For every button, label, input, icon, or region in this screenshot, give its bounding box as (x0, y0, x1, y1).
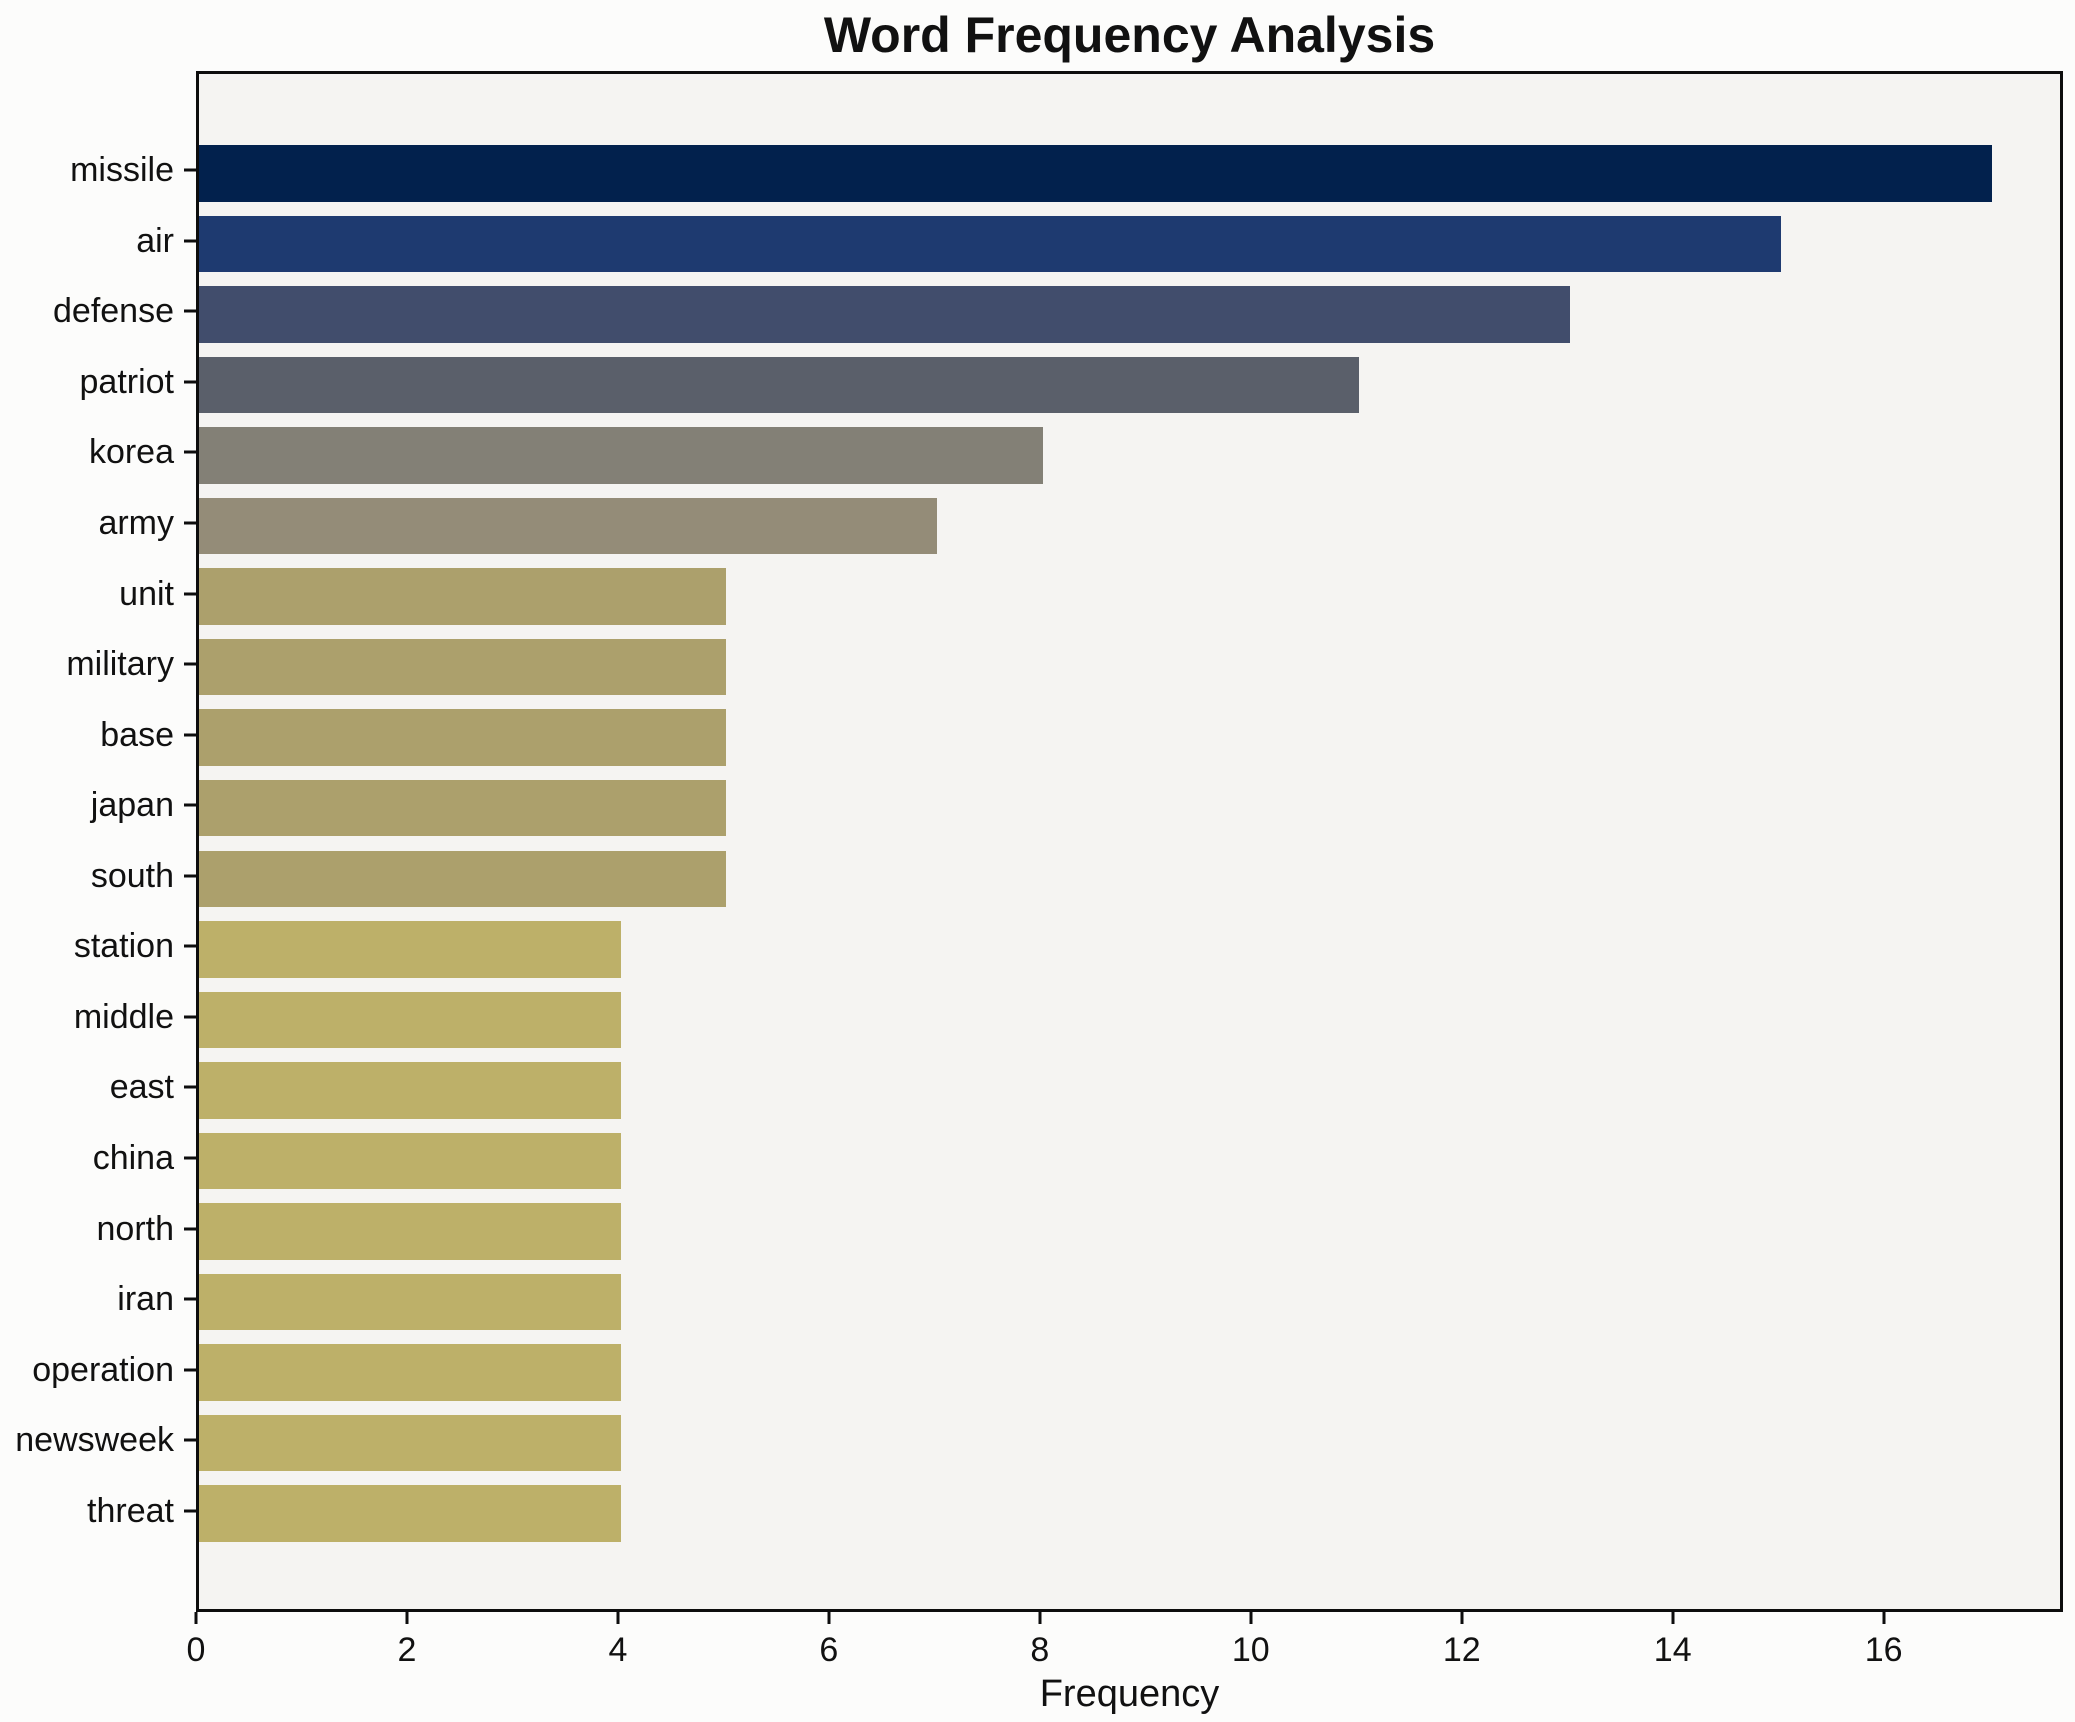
bar-patriot (199, 356, 1360, 414)
bar-military (199, 638, 727, 696)
y-tick-label-newsweek: newsweek (15, 1421, 174, 1460)
x-tick-mark (1882, 1612, 1886, 1624)
y-tick-mark (184, 733, 196, 737)
y-tick-label-army: army (98, 504, 174, 542)
y-tick-label-missile: missile (70, 151, 174, 190)
y-tick-mark (184, 592, 196, 596)
y-tick-mark (184, 380, 196, 384)
x-tick-label-8: 8 (1030, 1631, 1050, 1669)
y-tick-mark (184, 309, 196, 313)
bar-threat (199, 1485, 621, 1542)
x-tick-label-10: 10 (1231, 1631, 1270, 1669)
y-tick-mark (184, 239, 196, 243)
bar-operation (199, 1344, 621, 1401)
x-tick-label-14: 14 (1653, 1631, 1692, 1669)
y-tick-label-patriot: patriot (79, 362, 175, 401)
y-tick-mark (184, 803, 196, 807)
bar-station (199, 921, 621, 978)
x-tick-label-2: 2 (397, 1631, 417, 1669)
bar-japan (199, 779, 727, 837)
y-tick-mark (184, 450, 196, 454)
bar-army (199, 497, 938, 555)
y-tick-mark (184, 1156, 196, 1160)
y-tick-mark (184, 521, 196, 525)
y-tick-label-japan: japan (90, 786, 174, 825)
x-tick-label-16: 16 (1864, 1631, 1903, 1669)
x-tick-mark (616, 1612, 620, 1624)
y-tick-label-air: air (136, 221, 174, 260)
y-tick-mark (184, 1438, 196, 1442)
y-tick-mark (184, 1509, 196, 1513)
bar-iran (199, 1273, 621, 1331)
x-tick-label-4: 4 (608, 1631, 628, 1669)
y-tick-label-south: south (90, 856, 174, 895)
y-tick-mark (184, 1297, 196, 1301)
x-tick-mark (1038, 1612, 1042, 1624)
y-tick-label-unit: unit (119, 574, 174, 613)
bar-china (199, 1132, 621, 1190)
y-tick-mark (184, 662, 196, 666)
y-tick-label-threat: threat (87, 1491, 174, 1530)
bar-defense (199, 286, 1571, 343)
y-tick-label-iran: iran (117, 1280, 174, 1319)
bar-missile (199, 145, 1993, 202)
bar-base (199, 709, 727, 766)
y-tick-label-north: north (96, 1209, 175, 1248)
y-tick-label-middle: middle (73, 997, 174, 1036)
y-tick-mark (184, 1015, 196, 1019)
bar-korea (199, 427, 1043, 484)
y-tick-label-station: station (73, 927, 174, 966)
y-tick-label-east: east (109, 1068, 174, 1107)
bar-east (199, 1062, 621, 1119)
y-tick-label-base: base (100, 715, 174, 754)
x-tick-label-12: 12 (1442, 1631, 1481, 1669)
y-tick-mark (184, 1085, 196, 1089)
y-tick-label-china: china (92, 1138, 174, 1177)
y-tick-label-operation: operation (32, 1350, 174, 1389)
x-axis-label: Frequency (1039, 1673, 1220, 1715)
y-tick-mark (184, 168, 196, 172)
x-tick-mark (1671, 1612, 1675, 1624)
x-tick-mark (1249, 1612, 1253, 1624)
y-tick-mark (184, 874, 196, 878)
y-tick-mark (184, 944, 196, 948)
y-tick-label-military: military (66, 645, 174, 684)
bar-north (199, 1203, 621, 1260)
bar-newsweek (199, 1414, 621, 1472)
chart-title: Word Frequency Analysis (823, 7, 1436, 63)
x-tick-mark (827, 1612, 831, 1624)
bar-south (199, 850, 727, 907)
bar-unit (199, 568, 727, 625)
y-tick-label-defense: defense (53, 292, 174, 331)
x-tick-mark (194, 1612, 198, 1624)
bar-middle (199, 991, 621, 1049)
y-tick-mark (184, 1368, 196, 1372)
x-tick-label-0: 0 (186, 1631, 206, 1669)
x-tick-label-6: 6 (819, 1631, 839, 1669)
y-tick-mark (184, 1227, 196, 1230)
x-tick-mark (405, 1612, 409, 1624)
plot-area (196, 71, 2063, 1612)
y-tick-label-korea: korea (88, 433, 174, 472)
bar-air (199, 215, 1782, 273)
x-tick-mark (1460, 1612, 1464, 1624)
